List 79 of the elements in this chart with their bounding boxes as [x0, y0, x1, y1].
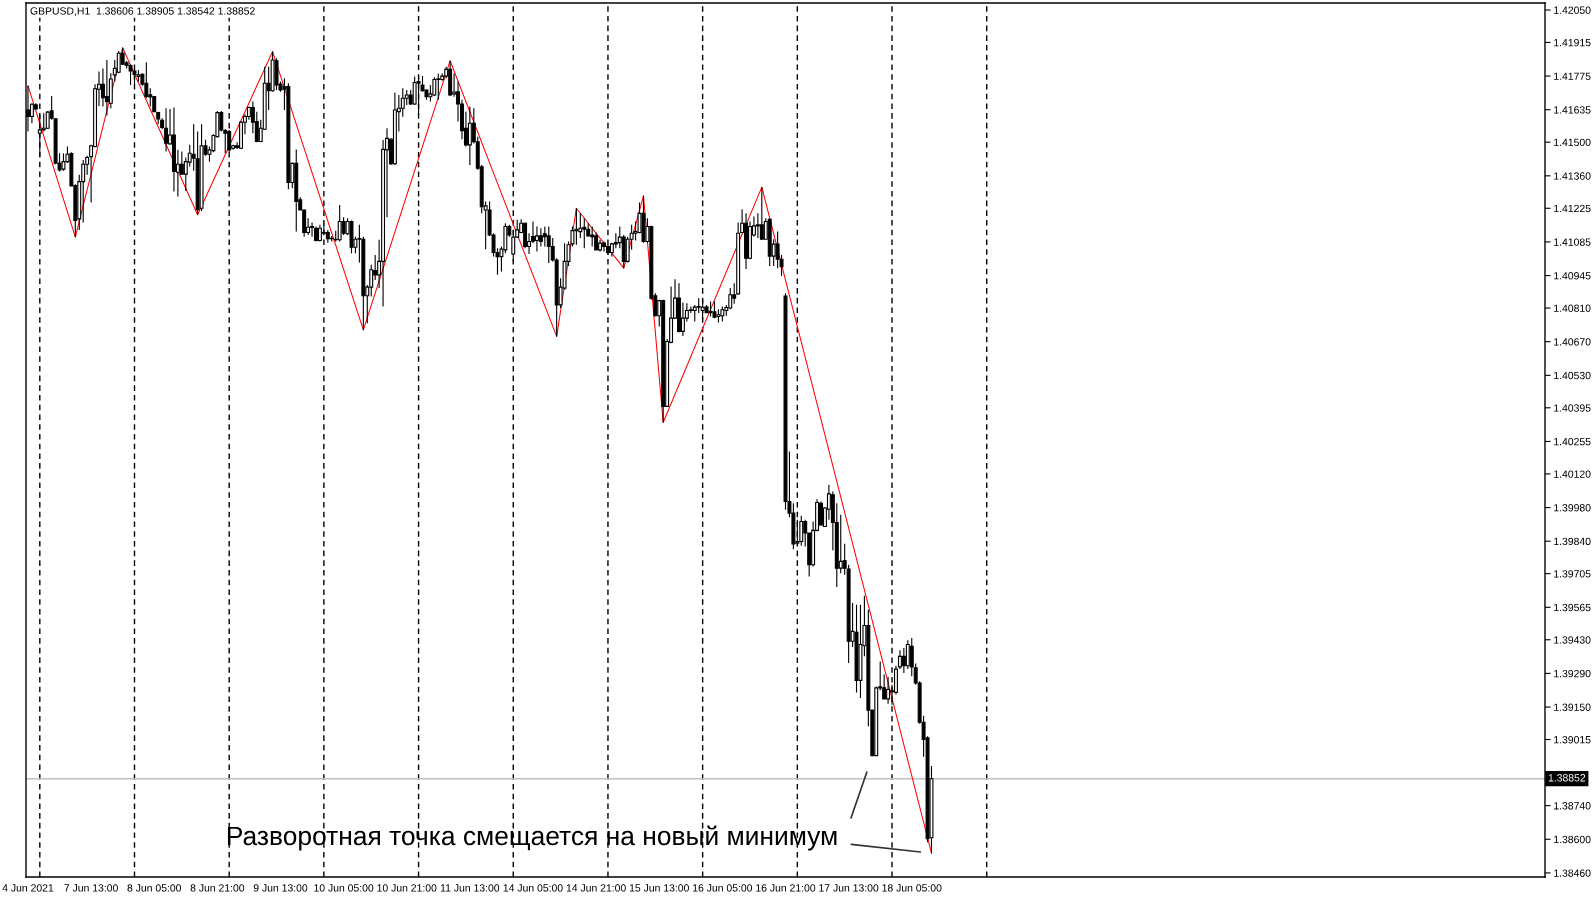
candlestick: [661, 299, 666, 424]
candlestick: [294, 148, 299, 233]
x-tick-label: 9 Jun 13:00: [253, 884, 308, 892]
y-tick-label: 1.39565: [1554, 603, 1591, 612]
y-tick-label: 1.39980: [1554, 504, 1591, 512]
y-tick-label: 1.41775: [1554, 72, 1591, 80]
candlestick: [156, 111, 161, 125]
x-tick-label: 11 Jun 13:00: [440, 884, 500, 892]
x-tick-label: 4 Jun 2021: [2, 884, 54, 892]
candlestick: [708, 300, 713, 318]
x-tick-label: 8 Jun 05:00: [127, 884, 182, 892]
y-tick-label: 1.40670: [1554, 338, 1591, 346]
y-tick-label: 1.38600: [1554, 835, 1591, 844]
y-tick-label: 1.39430: [1554, 636, 1591, 644]
candlestick: [171, 107, 176, 193]
y-tick-label: 1.39705: [1554, 570, 1591, 578]
x-tick-label: 14 Jun 05:00: [503, 884, 563, 892]
y-tick-label: 1.40530: [1554, 371, 1591, 380]
y-tick-label: 1.40810: [1554, 304, 1591, 312]
candlestick: [467, 106, 472, 166]
y-tick-label: 1.42050: [1554, 6, 1591, 14]
candlestick: [538, 227, 543, 248]
chart-title: GBPUSD,H1 1.38606 1.38905 1.38542 1.38852: [30, 7, 255, 16]
candlestick: [337, 204, 342, 243]
candlestick: [349, 219, 354, 254]
x-tick-label: 10 Jun 21:00: [377, 884, 437, 892]
x-tick-label: 16 Jun 05:00: [693, 884, 753, 892]
x-tick-label: 10 Jun 05:00: [314, 884, 374, 892]
x-tick-label: 8 Jun 21:00: [190, 884, 245, 892]
x-tick-label: 18 Jun 05:00: [882, 884, 942, 892]
ref-line-label: 1.38852: [1548, 774, 1586, 782]
y-tick-label: 1.41915: [1554, 38, 1591, 47]
candlestick: [392, 92, 397, 166]
candlestick: [799, 515, 804, 547]
y-tick-label: 1.39150: [1554, 703, 1591, 711]
candlestick: [436, 72, 441, 101]
candlestick: [676, 282, 681, 334]
line-series: [27, 47, 932, 854]
x-tick-label: 14 Jun 21:00: [566, 884, 626, 892]
candlestick: [310, 221, 315, 238]
candlestick: [574, 207, 579, 246]
y-tick-label: 1.40395: [1554, 404, 1591, 412]
y-tick-label: 1.40945: [1554, 272, 1591, 280]
candlestick: [136, 69, 141, 83]
x-tick-label: 16 Jun 21:00: [756, 884, 816, 892]
candlestick: [886, 676, 891, 705]
x-tick-label: 7 Jun 13:00: [64, 884, 118, 892]
y-tick-label: 1.38460: [1554, 869, 1591, 877]
candlestick: [590, 225, 595, 248]
y-tick-label: 1.39840: [1554, 537, 1591, 546]
candlestick: [744, 212, 749, 270]
candlestick: [641, 195, 646, 244]
annotation: Разворотная точка смещается на новый минимум: [227, 825, 837, 851]
candlestick: [104, 59, 109, 117]
y-tick-label: 1.39290: [1554, 669, 1591, 678]
x-tick-label: 17 Jun 13:00: [819, 884, 879, 892]
candlestick: [286, 82, 291, 190]
y-tick-label: 1.39015: [1554, 736, 1591, 744]
candlestick: [314, 225, 318, 243]
candlestick: [819, 500, 823, 527]
y-tick-label: 1.40120: [1554, 470, 1591, 478]
candlestick: [767, 217, 772, 267]
candlestick: [199, 123, 204, 212]
y-tick-label: 1.41500: [1554, 138, 1591, 147]
y-tick-label: 1.41360: [1554, 172, 1591, 180]
candlestick: [712, 300, 717, 319]
y-tick-label: 1.40255: [1554, 437, 1591, 446]
y-tick-label: 1.38740: [1554, 802, 1591, 810]
candlestick: [534, 225, 539, 253]
candlestick: [546, 225, 551, 264]
candlestick: [720, 306, 725, 323]
y-tick-label: 1.41635: [1554, 106, 1591, 114]
x-tick-label: 15 Jun 13:00: [629, 884, 689, 892]
candlestick: [448, 60, 453, 97]
candlestick: [164, 107, 169, 153]
y-tick-label: 1.41085: [1554, 238, 1591, 246]
candlestick: [759, 186, 764, 241]
y-tick-label: 1.41225: [1554, 204, 1591, 213]
candlestick: [582, 217, 587, 249]
